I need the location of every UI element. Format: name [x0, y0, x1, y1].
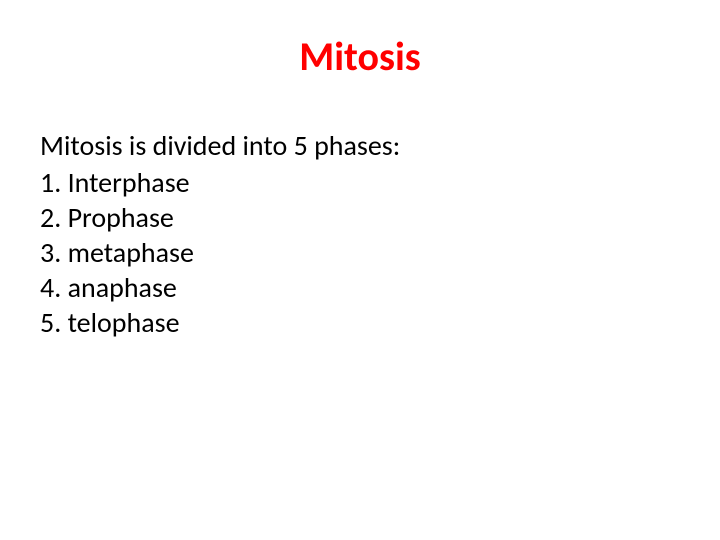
list-item: 2. Prophase — [40, 200, 680, 235]
list-item: 5. telophase — [40, 305, 680, 340]
list-item: 3. metaphase — [40, 235, 680, 270]
slide: Mitosis Mitosis is divided into 5 phases… — [0, 0, 720, 540]
list-item: 1. Interphase — [40, 165, 680, 200]
slide-title: Mitosis — [0, 32, 720, 81]
slide-body: Mitosis is divided into 5 phases: 1. Int… — [40, 128, 680, 340]
intro-line: Mitosis is divided into 5 phases: — [40, 128, 680, 163]
list-item: 4. anaphase — [40, 270, 680, 305]
